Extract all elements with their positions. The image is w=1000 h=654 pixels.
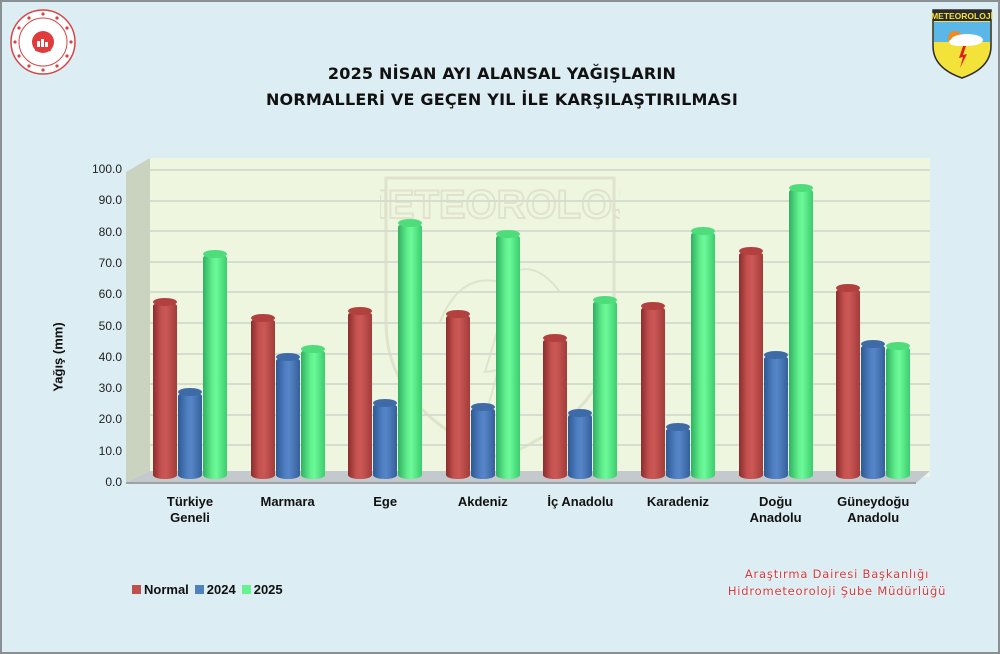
credit-branch: Hidrometeoroloji Şube Müdürlüğü [727, 584, 947, 598]
bar-2024[interactable] [763, 351, 788, 479]
legend-item-2025[interactable]: 2025 [241, 582, 283, 597]
chart-legend: Normal 2024 2025 [132, 582, 289, 597]
bar-2024[interactable] [178, 387, 202, 479]
bar-2024[interactable] [568, 409, 593, 479]
y-tick-label: 20.0 [98, 412, 122, 427]
y-tick-label: 100.0 [91, 162, 122, 176]
bar-normal[interactable] [445, 309, 470, 479]
plot-floor [126, 471, 930, 484]
bar-2025[interactable] [788, 184, 813, 479]
bar-2024[interactable] [861, 340, 886, 479]
x-tick-label: Marmara [260, 494, 315, 509]
legend-swatch-2024 [194, 585, 204, 594]
y-axis-label: Yağış (mm) [50, 322, 66, 392]
legend-label: 2024 [206, 582, 236, 597]
meteoroloji-logo-icon: METEOROLOJİ [931, 9, 993, 79]
x-tick-label: Doğu Anadolu [749, 494, 802, 525]
x-tick-label: Karadeniz [646, 494, 710, 509]
legend-swatch-2025 [241, 585, 251, 594]
y-tick-label: 90.0 [98, 193, 122, 208]
x-tick-label: Akdeniz [457, 494, 508, 509]
plot-side-wall [126, 158, 150, 484]
bar-normal[interactable] [641, 302, 665, 479]
bar-2025[interactable] [398, 219, 423, 479]
y-tick-label: 70.0 [98, 255, 122, 270]
x-tick-label: Güneydoğu Anadolu [837, 494, 910, 525]
bar-normal[interactable] [153, 297, 177, 479]
ministry-emblem-icon [10, 9, 76, 75]
y-tick-label: 0.0 [105, 475, 122, 489]
y-tick-label: 50.0 [98, 318, 122, 333]
legend-label: 2025 [253, 582, 283, 597]
bar-2025[interactable] [203, 250, 227, 479]
bar-2025[interactable] [300, 344, 325, 479]
x-tick-label: Türkiye Geneli [166, 494, 214, 525]
bar-normal[interactable] [738, 247, 763, 479]
gridline [150, 383, 930, 386]
credit-department: Araştırma Dairesi Başkanlığı [744, 567, 930, 581]
bar-normal[interactable] [348, 306, 373, 479]
legend-item-2024[interactable]: 2024 [194, 582, 236, 597]
chart-title-line1: 2025 NİSAN AYI ALANSAL YAĞIŞLARIN [327, 64, 677, 83]
bar-2025[interactable] [495, 230, 520, 479]
bar-2025[interactable] [691, 227, 715, 479]
y-tick-label: 60.0 [98, 287, 122, 302]
gridline [150, 260, 930, 263]
bar-2025[interactable] [593, 295, 618, 479]
gridline [150, 352, 930, 355]
bar-normal[interactable] [543, 334, 568, 479]
bar-2025[interactable] [886, 341, 911, 479]
x-tick-label: İç Anadolu [547, 494, 614, 509]
bar-2024[interactable] [373, 398, 398, 479]
gridline [150, 413, 930, 416]
bar-2024[interactable] [666, 422, 690, 479]
gridline [150, 230, 930, 233]
gridline [150, 444, 930, 447]
chart-title-line2: NORMALLERİ VE GEÇEN YIL İLE KARŞILAŞTIRI… [265, 90, 739, 109]
gridline [150, 322, 930, 324]
bar-2024[interactable] [470, 403, 495, 479]
gridline [150, 199, 930, 202]
legend-swatch-normal [132, 585, 141, 594]
bar-normal[interactable] [836, 283, 861, 479]
y-tick-label: 80.0 [98, 224, 122, 239]
gridline [150, 291, 930, 294]
bar-normal[interactable] [250, 314, 275, 479]
legend-item-normal[interactable]: Normal [132, 582, 189, 597]
x-tick-label: Ege [373, 494, 398, 509]
bar-2024[interactable] [275, 352, 300, 479]
y-tick-label: 40.0 [98, 349, 122, 364]
svg-text:METEOROLOJİ: METEOROLOJİ [931, 11, 993, 21]
gridline [150, 169, 930, 171]
legend-label: Normal [144, 582, 189, 597]
y-tick-label: 10.0 [98, 443, 122, 458]
y-tick-label: 30.0 [98, 381, 122, 396]
